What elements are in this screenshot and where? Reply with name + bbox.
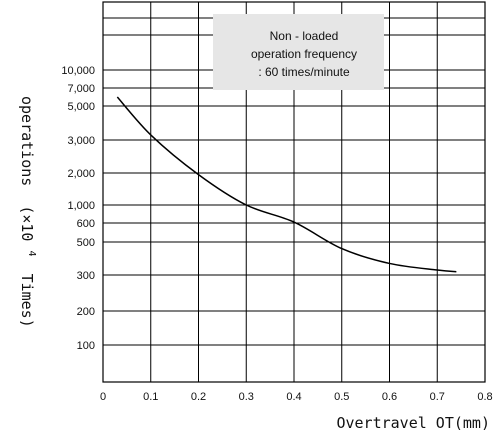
x-tick-label: 0 [100,391,106,403]
y-tick-label: 7,000 [67,83,95,95]
y-axis-title-multiplier: (×10 [18,205,36,241]
y-axis-title-suffix: Times) [18,274,36,328]
y-tick-label: 3,000 [67,135,95,147]
x-tick-label: 0.2 [191,391,206,403]
series-line [116,96,457,273]
y-tick-label: 500 [77,237,95,249]
x-tick-label: 0.1 [143,391,158,403]
y-tick-label: 300 [77,270,95,282]
plot-frame [102,1,486,383]
y-tick-labels: 10,000 7,000 5,000 3,000 2,000 1,000 600 500 300… [61,65,95,352]
y-tick-label: 5,000 [67,101,95,113]
annotation-line-1: Non - loaded [270,29,339,43]
y-tick-label: 10,000 [61,65,95,77]
y-tick-label: 600 [77,218,95,230]
x-tick-label: 0.3 [239,391,254,403]
x-tick-label: 0.7 [430,391,445,403]
x-axis-title: Overtravel OT(mm) [336,414,490,432]
y-tick-label: 1,000 [67,200,95,212]
annotation-box [213,14,384,90]
annotation-line-2: operation frequency [251,47,357,61]
y-tick-label: 200 [77,306,95,318]
x-tick-label: 0.8 [477,391,492,403]
annotation: Non - loaded operation frequency : 60 ti… [251,29,357,79]
x-tick-label: 0.4 [286,391,301,403]
svg-text:operations (×10 4: operations (×10 4 Times) [18,96,43,328]
y-axis-title: operations (×10 4 Times) [18,96,43,328]
y-tick-label: 100 [77,340,95,352]
grid [103,2,485,382]
x-tick-labels: 0 0.1 0.2 0.3 0.4 0.5 0.6 0.7 0.8 [100,391,493,403]
y-tick-label: 2,000 [67,168,95,180]
x-tick-label: 0.6 [382,391,397,403]
y-axis-title-prefix: operations [18,96,36,186]
annotation-line-3: : 60 times/minute [258,65,350,79]
y-axis-title-exponent: 4 [26,251,37,257]
x-tick-label: 0.5 [334,391,349,403]
